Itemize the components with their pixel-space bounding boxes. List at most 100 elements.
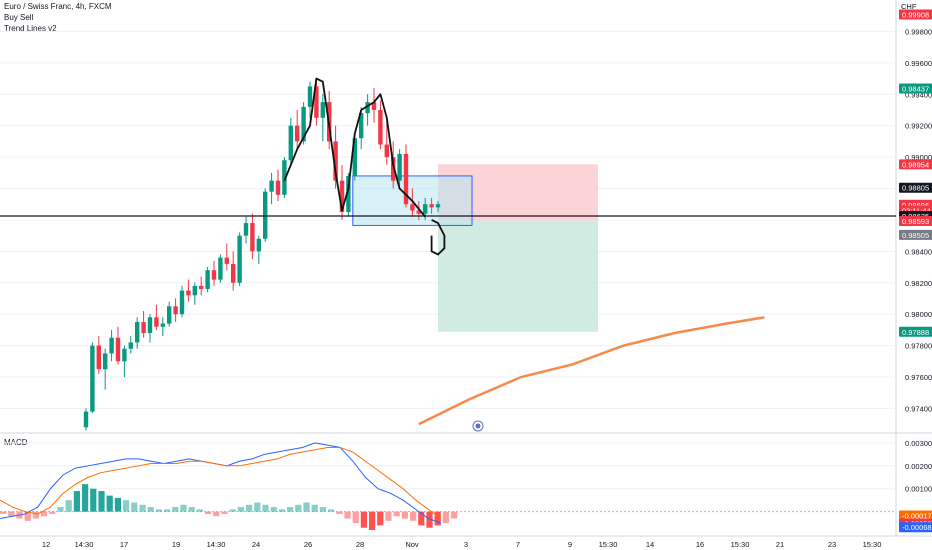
x-tick-label: 16: [696, 540, 704, 549]
macd-histogram-bar: [24, 511, 31, 521]
macd-histogram-bar: [262, 504, 269, 512]
macd-histogram-bar: [385, 511, 392, 521]
macd-histogram-bar: [377, 511, 384, 526]
macd-histogram-bar: [336, 511, 343, 514]
x-tick-label: 14:30: [207, 540, 226, 549]
macd-panel: 0.003000.002000.00100-0.00017-0.00052-0.…: [0, 439, 932, 532]
candle-body: [269, 180, 274, 192]
candle-body: [205, 270, 210, 290]
macd-histogram-bar: [196, 509, 203, 512]
macd-histogram-bar: [106, 495, 113, 512]
macd-histogram-bar: [360, 511, 367, 528]
candle-body: [275, 180, 281, 195]
x-tick-label: 24: [252, 540, 260, 549]
candle-body: [282, 160, 287, 195]
candle-body: [263, 191, 268, 239]
x-tick-label: 23: [828, 540, 836, 549]
x-tick-label: 12: [42, 540, 50, 549]
indicator-label-buy-sell[interactable]: Buy Sell: [4, 13, 34, 22]
y-tick-label: 0.97600: [905, 373, 932, 382]
price-badge-label: 0.98505: [902, 231, 929, 240]
candle-body: [186, 290, 191, 296]
macd-histogram-bar: [254, 502, 261, 512]
x-tick-label: 15:30: [731, 540, 750, 549]
macd-histogram-bar: [82, 484, 89, 512]
macd-histogram-bar: [147, 507, 154, 512]
price-badge-label: 0.98437: [902, 84, 929, 93]
candle-body: [307, 86, 313, 107]
event-marker-dot: [475, 423, 481, 429]
price-badge: [899, 9, 932, 20]
macd-price-badge-label: -0.00068: [902, 523, 932, 532]
candle-body: [403, 153, 409, 205]
candle-body: [211, 270, 217, 280]
candle-body: [314, 86, 319, 118]
macd-price-badge: [899, 522, 932, 533]
candle-body: [295, 125, 300, 142]
price-badge-label: 0.97888: [902, 328, 929, 337]
x-tick-label: 14: [646, 540, 654, 549]
x-tick-label: 9: [568, 540, 572, 549]
candle-body: [256, 238, 261, 252]
macd-histogram-bar: [188, 507, 195, 512]
candle-body: [320, 102, 325, 118]
macd-y-tick-label: 0.00300: [905, 439, 932, 448]
macd-histogram-bar: [410, 511, 417, 521]
macd-histogram-bar: [221, 511, 228, 514]
macd-histogram-bar: [434, 511, 441, 526]
macd-histogram-bar: [139, 504, 146, 512]
x-tick-label: 21: [776, 540, 784, 549]
candle-body: [288, 125, 293, 161]
macd-histogram-bar: [180, 504, 187, 512]
y-tick-label: 0.98400: [905, 247, 932, 256]
take-profit-zone: [438, 220, 598, 332]
candle-body: [333, 141, 338, 181]
y-tick-label: 0.99600: [905, 59, 932, 68]
candle-body: [173, 306, 178, 315]
candle-body: [365, 102, 370, 114]
moving-average-line: [418, 316, 765, 426]
price-axis: 0.97400 0.97600 0.97800 0.98000 0.98200 0.984…: [899, 9, 932, 413]
grid-lines: [0, 0, 932, 537]
macd-y-tick-label: 0.00200: [905, 462, 932, 471]
macd-histogram-bar: [213, 511, 220, 517]
y-tick-label: 0.99400: [905, 90, 932, 99]
candle-body: [224, 257, 229, 264]
macd-histogram-bar: [393, 511, 400, 517]
macd-histogram-bar: [319, 507, 326, 512]
macd-histogram-bar: [32, 511, 39, 519]
candles: [83, 78, 441, 431]
candle-body: [237, 235, 242, 283]
candle-body: [301, 106, 306, 142]
candle-body: [352, 138, 357, 176]
candle-body: [397, 153, 402, 181]
x-tick-label: 7: [516, 540, 520, 549]
candle-body: [218, 257, 223, 280]
candle-body: [192, 285, 197, 296]
x-tick-label: 3: [464, 540, 468, 549]
macd-histogram-bar: [229, 509, 236, 512]
price-badge-label: 0.98954: [902, 160, 929, 169]
macd-histogram-bar: [0, 511, 7, 514]
candle-body: [154, 317, 159, 327]
candle-body: [199, 285, 204, 290]
macd-histogram-bar: [49, 511, 56, 514]
price-badge-label: 0.98805: [902, 184, 929, 193]
macd-histogram-bar: [295, 504, 302, 512]
macd-histogram-bar: [270, 507, 277, 512]
macd-price-badge: [899, 510, 932, 521]
macd-histogram-bar: [344, 511, 351, 519]
indicator-label-trend-lines[interactable]: Trend Lines v2: [4, 24, 57, 33]
candle-body: [231, 263, 236, 283]
price-badge: [899, 159, 932, 170]
macd-histogram-bar: [8, 511, 15, 517]
candle-body: [115, 337, 121, 362]
macd-histogram-bar: [237, 507, 244, 512]
macd-histogram-bar: [123, 500, 130, 512]
x-tick-label: 19: [172, 540, 180, 549]
candle-body: [429, 204, 434, 208]
macd-histogram-bar: [41, 511, 48, 517]
candle-body: [371, 102, 377, 110]
macd-histogram-bar: [65, 500, 72, 512]
